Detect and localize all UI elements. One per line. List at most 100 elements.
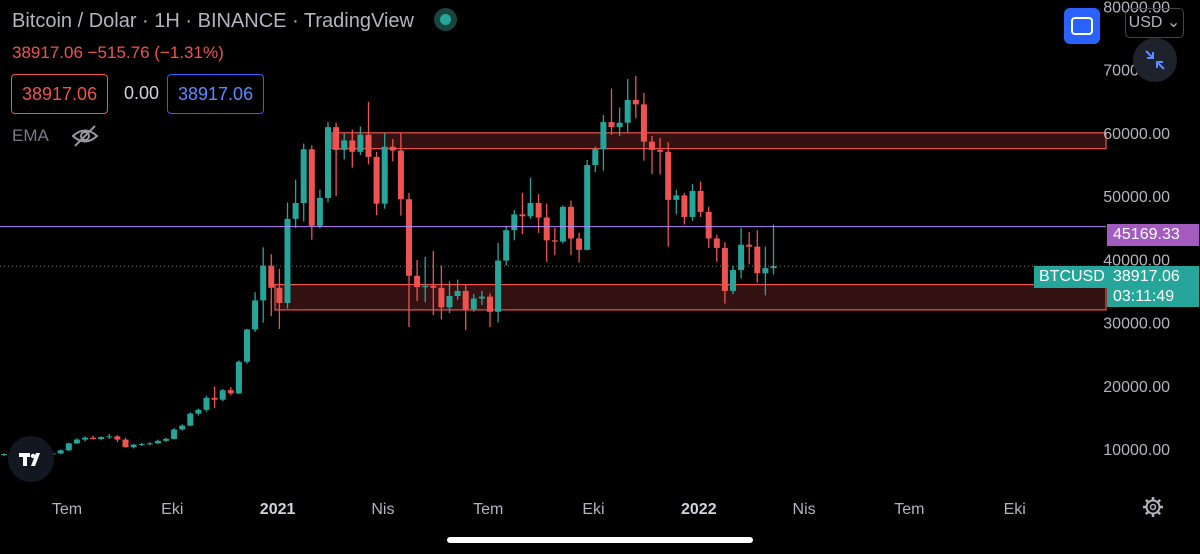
candle-body <box>576 238 583 250</box>
candle-body <box>211 397 218 400</box>
resistance-support-zones <box>274 132 1107 311</box>
candle-body <box>462 290 469 310</box>
candle-body <box>649 141 655 150</box>
candle-body <box>762 268 769 274</box>
candle-body <box>511 214 518 231</box>
candle-body <box>154 440 161 444</box>
candle-body <box>268 265 275 288</box>
price-change: 38917.06 −515.76 (−1.31%) <box>12 43 224 62</box>
last-price-label: 38917.06 03:11:49 <box>1107 266 1199 307</box>
candle-body <box>57 450 64 454</box>
candle-body <box>292 203 299 219</box>
candle-body <box>365 134 372 157</box>
fullscreen-icon <box>1071 17 1093 35</box>
candle-body <box>487 296 493 312</box>
indicator-label: EMA <box>12 126 49 145</box>
sell-button[interactable]: 38917.06 <box>11 74 109 114</box>
candle-body <box>284 218 291 303</box>
candle-body <box>163 438 169 441</box>
chevron-down-icon: ⌄ <box>1162 14 1181 31</box>
candle-body <box>316 197 323 226</box>
candle-body <box>730 270 736 291</box>
candle-body <box>422 285 429 288</box>
x-tick-label: Eki <box>161 501 183 518</box>
candle-body <box>446 295 453 308</box>
horizontal-lines <box>0 226 1106 267</box>
candle-body <box>697 191 704 212</box>
candle-body <box>470 298 477 310</box>
market-status-icon <box>439 14 451 26</box>
candle-body <box>438 287 445 308</box>
candle-body <box>341 140 348 150</box>
candle-body <box>430 285 437 288</box>
candle-body <box>681 195 688 217</box>
tradingview-logo-icon <box>19 453 40 466</box>
candle-body <box>357 134 364 152</box>
candle-body <box>195 409 202 414</box>
candle-body <box>203 397 210 410</box>
symbol-label: BTCUSD <box>1034 266 1110 288</box>
eye-off-icon[interactable] <box>70 122 100 150</box>
candle-body <box>82 437 88 440</box>
candles <box>1 75 777 458</box>
candle-body <box>389 146 396 151</box>
x-tick-label: Nis <box>371 501 394 518</box>
candle-body <box>770 266 777 269</box>
candle-body <box>146 443 153 445</box>
candle-body <box>308 149 315 226</box>
candle-body <box>106 436 113 438</box>
candle-body <box>219 390 226 400</box>
candle-body <box>179 425 186 430</box>
spread-value: 0.00 <box>124 83 160 103</box>
y-tick-label: 10000.00 <box>1103 442 1170 459</box>
y-tick-label: 50000.00 <box>1103 189 1170 206</box>
home-indicator <box>447 537 753 543</box>
gear-icon[interactable] <box>1142 496 1164 518</box>
time-axis[interactable]: Tem Eki 2021 Nis Tem Eki 2022 Nis Tem Eki <box>52 501 1026 518</box>
y-tick-label: 30000.00 <box>1103 316 1170 333</box>
candle-body <box>673 195 680 200</box>
candle-body <box>187 413 194 426</box>
candle-body <box>705 211 712 239</box>
candle-body <box>495 260 502 312</box>
candle-body <box>713 238 720 248</box>
candle-body <box>746 244 753 247</box>
candle-body <box>657 149 664 152</box>
x-tick-label: Eki <box>582 501 604 518</box>
collapse-button[interactable] <box>1133 38 1177 82</box>
collapse-arrows-icon <box>1145 50 1165 70</box>
candle-body <box>503 230 510 261</box>
x-tick-label: Tem <box>52 501 82 518</box>
candle-body <box>1 454 7 456</box>
x-tick-label: Eki <box>1004 501 1026 518</box>
candle-body <box>171 429 178 439</box>
candle-body <box>608 122 615 128</box>
y-tick-label: 60000.00 <box>1103 126 1170 143</box>
candle-body <box>373 156 380 204</box>
candle-body <box>276 287 283 303</box>
candle-body <box>300 149 307 204</box>
fullscreen-button[interactable] <box>1064 8 1100 44</box>
buy-button[interactable]: 38917.06 <box>167 74 265 114</box>
candle-body <box>397 150 404 200</box>
hline-price-label: 45169.33 <box>1107 224 1199 246</box>
candle-body <box>721 247 728 291</box>
candle-body <box>738 244 745 271</box>
symbol-title: Bitcoin / Dolar · 1H · BINANCE · Trading… <box>12 10 414 32</box>
candle-body <box>754 246 761 274</box>
zone-rect <box>331 132 1107 150</box>
candle-body <box>543 217 550 241</box>
currency-select[interactable]: USD ⌄ <box>1125 8 1184 38</box>
candle-body <box>600 122 607 150</box>
chart-header: Bitcoin / Dolar · 1H · BINANCE · Trading… <box>12 10 451 33</box>
candle-body <box>252 300 259 330</box>
x-tick-label: 2021 <box>260 501 296 518</box>
candle-body <box>122 439 129 448</box>
x-tick-label: 2022 <box>681 501 717 518</box>
candle-body <box>665 151 672 200</box>
candle-body <box>73 439 80 444</box>
candle-body <box>227 390 234 394</box>
candle-body <box>551 240 558 242</box>
tradingview-logo[interactable] <box>8 436 54 482</box>
candle-body <box>592 149 599 166</box>
